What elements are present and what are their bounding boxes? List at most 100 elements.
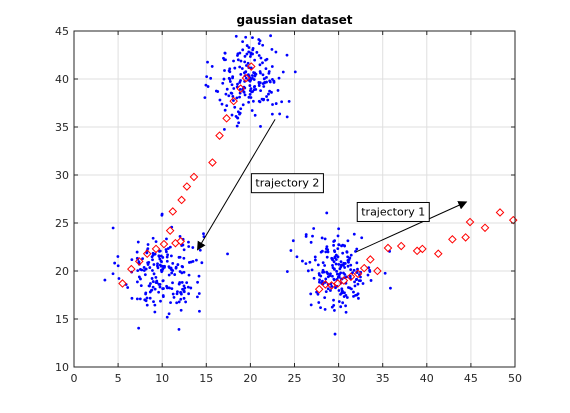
cluster-2-point xyxy=(228,80,232,83)
cluster-3-point xyxy=(343,291,346,295)
cluster-points xyxy=(103,34,392,336)
cluster-3-point xyxy=(308,260,312,264)
cluster-1-point xyxy=(111,226,115,230)
trajectory-marker xyxy=(168,207,178,216)
cluster-3-point xyxy=(334,258,338,261)
cluster-2-point xyxy=(257,54,261,57)
cluster-1-point xyxy=(150,288,154,292)
cluster-3-point xyxy=(354,293,357,297)
trajectory-marker xyxy=(222,114,231,123)
cluster-3-point xyxy=(342,261,346,265)
cluster-2-point xyxy=(274,102,278,105)
cluster-1-point xyxy=(163,265,166,269)
cluster-1-point xyxy=(168,286,171,290)
trajectory-marker xyxy=(418,244,427,254)
cluster-1-point xyxy=(196,295,199,299)
cluster-2-point xyxy=(225,104,229,108)
cluster-1-point xyxy=(158,285,162,289)
cluster-2-point xyxy=(237,121,241,125)
cluster-2-point xyxy=(241,48,245,52)
cluster-1-point xyxy=(162,287,165,290)
cluster-3-point xyxy=(320,279,324,283)
cluster-2-point xyxy=(268,80,272,84)
cluster-1-point xyxy=(176,263,180,266)
cluster-2-point xyxy=(243,54,247,58)
trajectory-points xyxy=(118,62,518,294)
cluster-3-point xyxy=(353,284,357,288)
cluster-2-point xyxy=(233,66,237,70)
cluster-3-point xyxy=(356,282,360,286)
cluster-3-point xyxy=(344,293,348,297)
cluster-2-point xyxy=(262,77,266,81)
cluster-3-point xyxy=(332,243,336,247)
cluster-2-point xyxy=(230,113,234,117)
cluster-1-point xyxy=(165,255,169,259)
cluster-1-point xyxy=(175,292,179,296)
cluster-2-point xyxy=(280,100,284,104)
y-tick-label: 25 xyxy=(55,217,69,230)
cluster-1-point xyxy=(138,297,142,301)
cluster-1-point xyxy=(126,286,130,289)
cluster-3-point xyxy=(319,250,323,254)
trajectory-marker xyxy=(208,158,217,167)
cluster-1-point xyxy=(198,248,202,252)
cluster-2-point xyxy=(223,69,226,72)
cluster-3-point xyxy=(352,232,356,236)
cluster-1-point xyxy=(165,259,169,263)
cluster-1-point xyxy=(182,284,186,288)
cluster-2-point xyxy=(242,71,246,75)
cluster-2-point xyxy=(224,92,228,96)
cluster-1-point xyxy=(165,286,169,290)
cluster-1-point xyxy=(153,303,157,307)
cluster-3-point xyxy=(330,305,334,309)
cluster-3-point xyxy=(301,259,304,263)
cluster-2-point xyxy=(267,92,270,96)
cluster-3-point xyxy=(337,262,341,266)
cluster-1-point xyxy=(164,248,168,251)
cluster-2-point xyxy=(265,75,268,79)
cluster-3-point xyxy=(345,296,349,299)
cluster-3-point xyxy=(333,239,336,243)
cluster-3-point xyxy=(334,286,337,290)
cluster-2-point xyxy=(240,67,244,70)
cluster-1-point xyxy=(159,264,163,268)
cluster-3-point xyxy=(325,255,329,259)
cluster-2-point xyxy=(257,99,261,103)
cluster-1-point xyxy=(139,277,142,281)
cluster-2-point xyxy=(270,65,274,68)
cluster-1-point xyxy=(156,264,159,268)
cluster-1-point xyxy=(165,237,168,241)
cluster-2-point xyxy=(218,98,222,102)
cluster-3-point xyxy=(323,296,327,300)
cluster-3-point xyxy=(317,301,321,304)
cluster-2-point xyxy=(267,71,271,75)
x-tick-label: 0 xyxy=(71,372,78,385)
cluster-2-point xyxy=(235,124,239,128)
cluster-3-point xyxy=(346,260,350,264)
cluster-1-point xyxy=(144,291,148,295)
cluster-2-point xyxy=(232,87,236,90)
cluster-3-point xyxy=(348,274,352,278)
cluster-2-point xyxy=(255,50,259,54)
cluster-3-point xyxy=(313,258,317,262)
cluster-1-point xyxy=(167,273,171,277)
cluster-3-point xyxy=(335,269,338,273)
cluster-2-point xyxy=(204,83,208,87)
cluster-1-point xyxy=(103,278,107,282)
cluster-2-point xyxy=(245,64,248,67)
y-tick-label: 10 xyxy=(55,361,69,374)
x-tick-label: 50 xyxy=(508,372,522,385)
cluster-2-point xyxy=(251,52,254,56)
cluster-1-point xyxy=(169,301,172,305)
cluster-1-point xyxy=(178,255,182,259)
cluster-3-point xyxy=(322,270,326,274)
cluster-1-point xyxy=(158,257,162,261)
cluster-2-point xyxy=(253,113,257,117)
cluster-2-point xyxy=(233,105,237,109)
cluster-1-point xyxy=(182,270,186,274)
trajectory-marker xyxy=(165,226,175,235)
cluster-3-point xyxy=(349,263,353,267)
cluster-3-point xyxy=(295,255,299,259)
cluster-2-point xyxy=(236,82,239,86)
